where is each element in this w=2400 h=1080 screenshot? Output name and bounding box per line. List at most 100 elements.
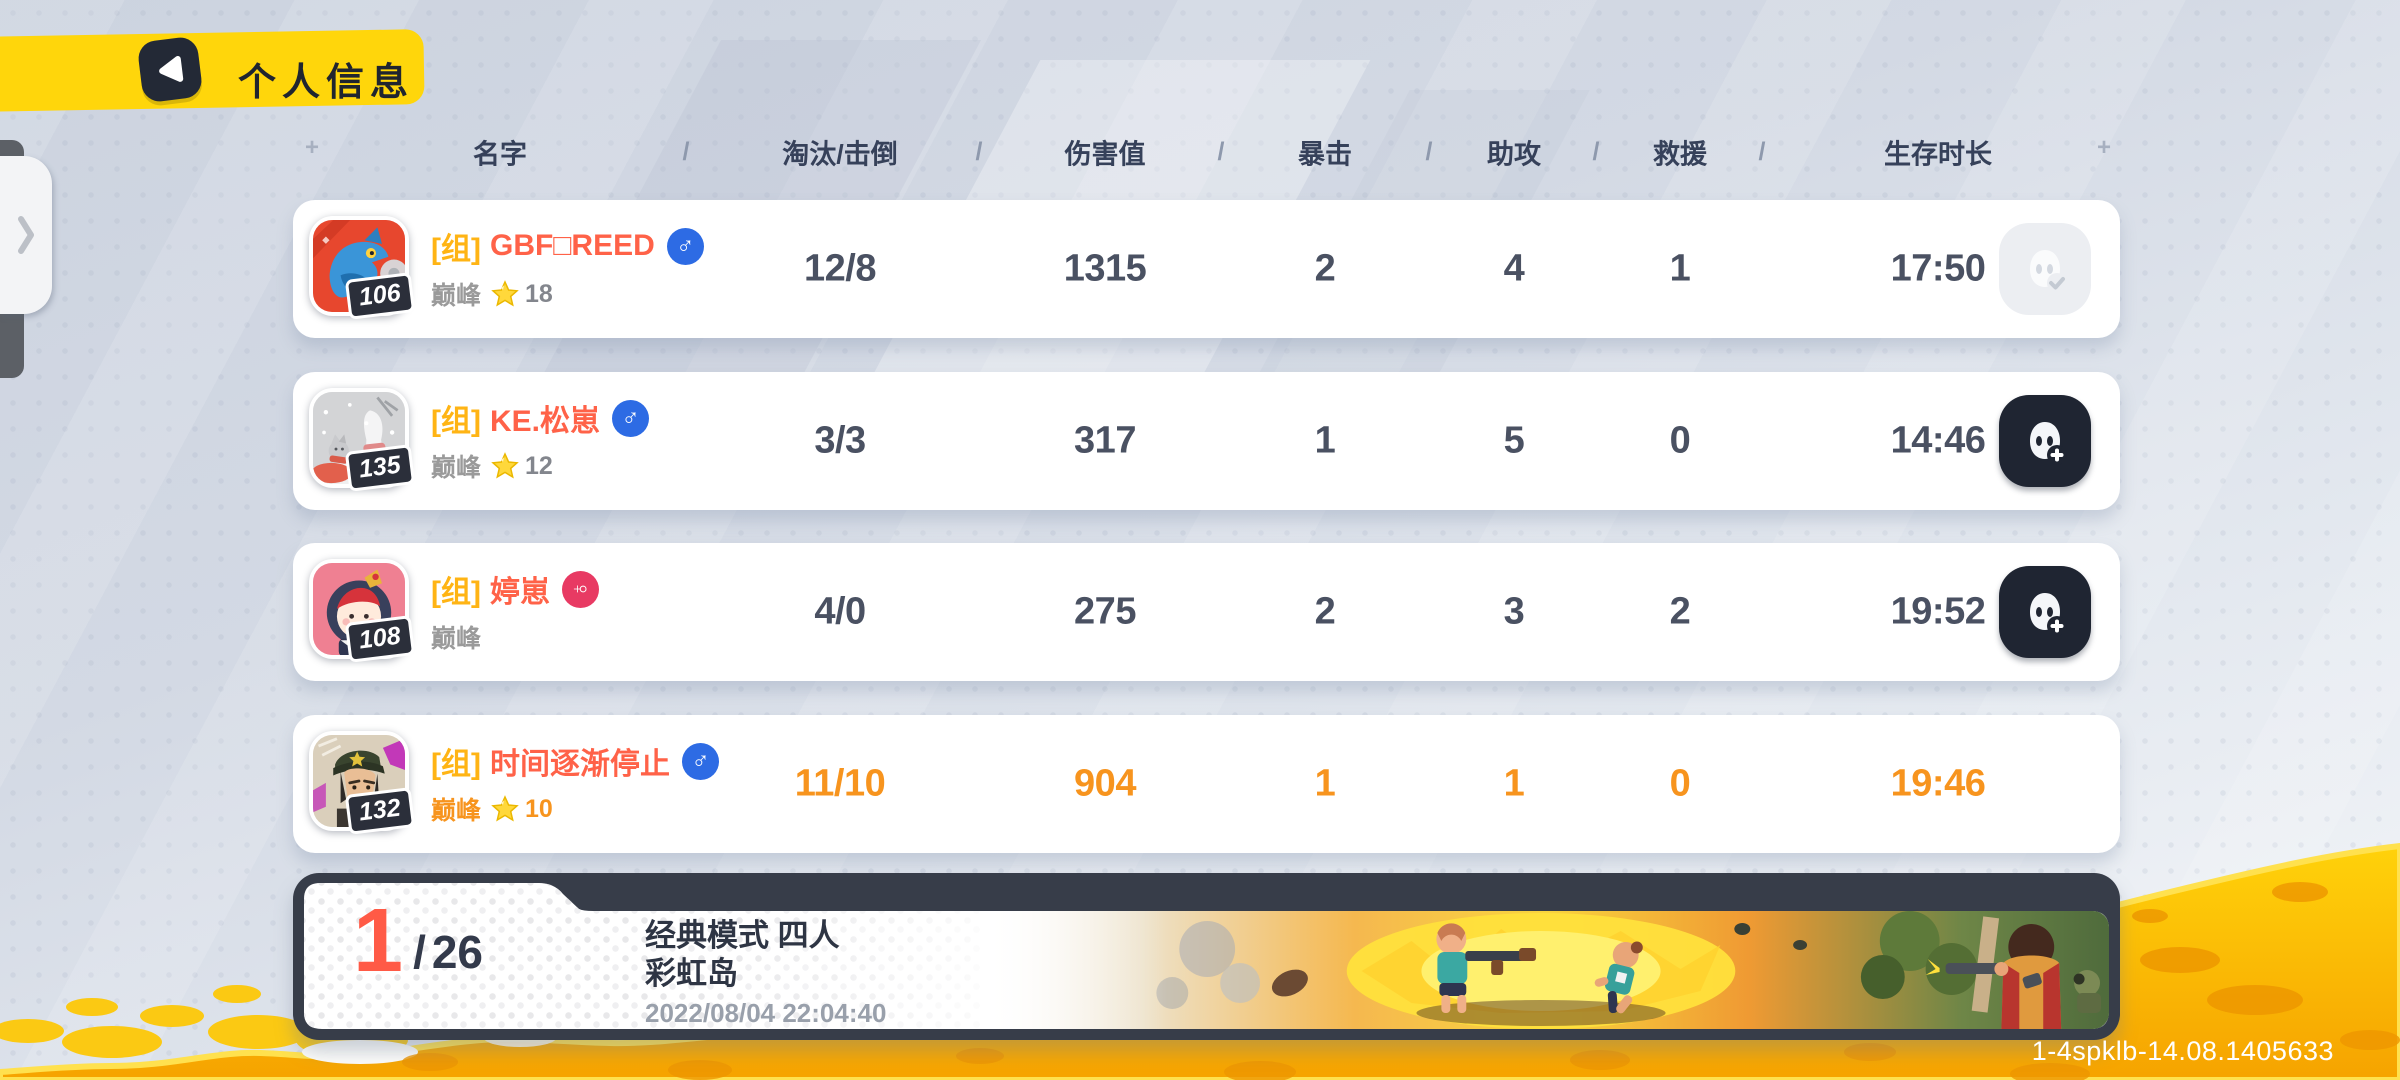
back-button[interactable] — [136, 35, 204, 104]
stat-rescue: 2 — [1669, 590, 1691, 633]
team-tag: [组] — [431, 576, 481, 609]
version-text: 1-4spklb-14.08.1405633 — [2031, 1036, 2334, 1066]
star-icon — [491, 280, 519, 307]
stat-crit: 2 — [1314, 590, 1336, 633]
match-illustration — [983, 911, 2109, 1029]
female-icon: ♀ — [561, 570, 599, 608]
player-info: [组] GBF□REED ♂ 巅峰 18 — [431, 224, 704, 312]
stat-kills: 11/10 — [794, 762, 886, 805]
rank-label: 巅峰 — [431, 282, 482, 310]
rank-separator: / — [413, 925, 426, 978]
avatar[interactable]: 106 — [309, 216, 416, 320]
column-separator: / — [1758, 137, 1766, 166]
column-separator: / — [1217, 137, 1225, 166]
match-timestamp: 2022/08/04 22:04:40 — [645, 997, 887, 1028]
friend-added-icon — [2030, 250, 2067, 293]
friend-added-button — [1999, 223, 2091, 315]
star-icon — [491, 452, 519, 479]
team-tag: [组] — [431, 233, 481, 266]
placement-rank: 1 / 26 — [353, 891, 484, 991]
match-summary-bar: 1 / 26 经典模式 四人 彩虹岛 2022/08/04 22:04:40 — [293, 873, 2120, 1040]
column-separator: / — [975, 137, 983, 166]
stat-rescue: 1 — [1669, 247, 1691, 290]
player-name: 婷崽 — [489, 576, 550, 609]
side-drawer-handle[interactable] — [0, 156, 52, 314]
player-info: [组] KE.松崽 ♂ 巅峰 12 — [431, 396, 649, 484]
stat-crit: 1 — [1314, 762, 1336, 805]
player-row-self[interactable]: 132 [组] 时间逐渐停止 ♂ 巅峰 10 11/10 904 1 1 0 1… — [293, 715, 2120, 853]
column-header-survival: 生存时长 — [1884, 139, 1992, 170]
stat-kills: 12/8 — [804, 247, 876, 290]
stat-crit: 2 — [1314, 247, 1336, 290]
rank-star-count: 12 — [525, 451, 553, 480]
stat-assist: 3 — [1503, 590, 1525, 633]
player-row[interactable]: 108 [组] 婷崽 ♀ 巅峰 4/0 275 2 3 2 19:52 — [293, 543, 2120, 681]
player-name: 时间逐渐停止 — [489, 748, 670, 781]
match-mode-block: 经典模式 四人 彩虹岛 2022/08/04 22:04:40 — [645, 917, 886, 1029]
player-level-badge: 108 — [345, 615, 416, 663]
column-separator: / — [1425, 137, 1433, 166]
avatar[interactable]: 108 — [309, 559, 416, 663]
column-header-rescue: 救援 — [1653, 139, 1707, 170]
rank-label: 巅峰 — [431, 625, 482, 653]
add-friend-button[interactable] — [1999, 566, 2091, 658]
stat-survival: 19:52 — [1890, 590, 1986, 633]
stat-assist: 5 — [1503, 419, 1525, 462]
chevron-right-icon — [18, 216, 34, 254]
stat-damage: 1315 — [1063, 247, 1147, 290]
column-separator: / — [682, 137, 690, 166]
star-icon — [491, 795, 519, 822]
column-header-name: 名字 — [473, 139, 527, 170]
match-map: 彩虹岛 — [645, 955, 738, 991]
rank-label: 巅峰 — [431, 454, 482, 482]
stat-survival: 19:46 — [1890, 762, 1986, 805]
rank-total-players: 26 — [431, 925, 484, 978]
player-level-badge: 135 — [345, 444, 416, 492]
player-level-badge: 132 — [345, 787, 416, 835]
player-info: [组] 婷崽 ♀ 巅峰 — [431, 567, 599, 655]
stat-rescue: 0 — [1669, 419, 1691, 462]
stat-damage: 317 — [1074, 419, 1136, 462]
stat-damage: 275 — [1074, 590, 1136, 633]
header-corner-mark: + — [304, 134, 320, 161]
stat-kills: 4/0 — [814, 590, 866, 633]
player-name: KE.松崽 — [489, 405, 600, 438]
column-header-crit: 暴击 — [1298, 139, 1352, 170]
stat-crit: 1 — [1314, 419, 1336, 462]
column-header-assist: 助攻 — [1487, 139, 1541, 170]
column-separator: / — [1592, 137, 1600, 166]
avatar[interactable]: 135 — [309, 388, 416, 492]
stat-damage: 904 — [1074, 762, 1136, 805]
player-row[interactable]: 135 [组] KE.松崽 ♂ 巅峰 12 3/3 317 1 5 0 14:4… — [293, 372, 2120, 510]
stat-survival: 14:46 — [1890, 419, 1986, 462]
avatar[interactable]: 132 — [309, 731, 416, 835]
male-icon: ♂ — [612, 399, 649, 437]
player-info: [组] 时间逐渐停止 ♂ 巅峰 10 — [431, 739, 719, 827]
match-mode: 经典模式 四人 — [645, 918, 840, 953]
column-header-kills: 淘汰/击倒 — [782, 139, 898, 170]
back-arrow-icon — [159, 55, 184, 82]
header-corner-mark: + — [2096, 134, 2112, 161]
player-row[interactable]: 106 [组] GBF□REED ♂ 巅峰 18 12/8 1315 2 4 1… — [293, 200, 2120, 338]
column-header-damage: 伤害值 — [1064, 139, 1146, 170]
rank-star-count: 10 — [525, 794, 553, 823]
page-title: 个人信息 — [238, 62, 415, 104]
male-icon: ♂ — [666, 227, 704, 265]
add-friend-icon — [2030, 422, 2067, 465]
stat-kills: 3/3 — [814, 419, 866, 462]
stat-survival: 17:50 — [1890, 247, 1986, 290]
stat-assist: 1 — [1503, 762, 1525, 805]
add-friend-icon — [2030, 593, 2067, 636]
add-friend-button[interactable] — [1999, 395, 2091, 487]
player-level-badge: 106 — [345, 272, 416, 320]
rank-star-count: 18 — [525, 279, 553, 308]
stat-assist: 4 — [1503, 247, 1525, 290]
rank-label: 巅峰 — [431, 797, 482, 825]
team-tag: [组] — [431, 405, 481, 438]
team-tag: [组] — [431, 748, 481, 781]
stat-rescue: 0 — [1669, 762, 1691, 805]
player-name: GBF□REED — [489, 229, 655, 262]
male-icon: ♂ — [681, 742, 719, 780]
rank-number: 1 — [353, 891, 404, 991]
